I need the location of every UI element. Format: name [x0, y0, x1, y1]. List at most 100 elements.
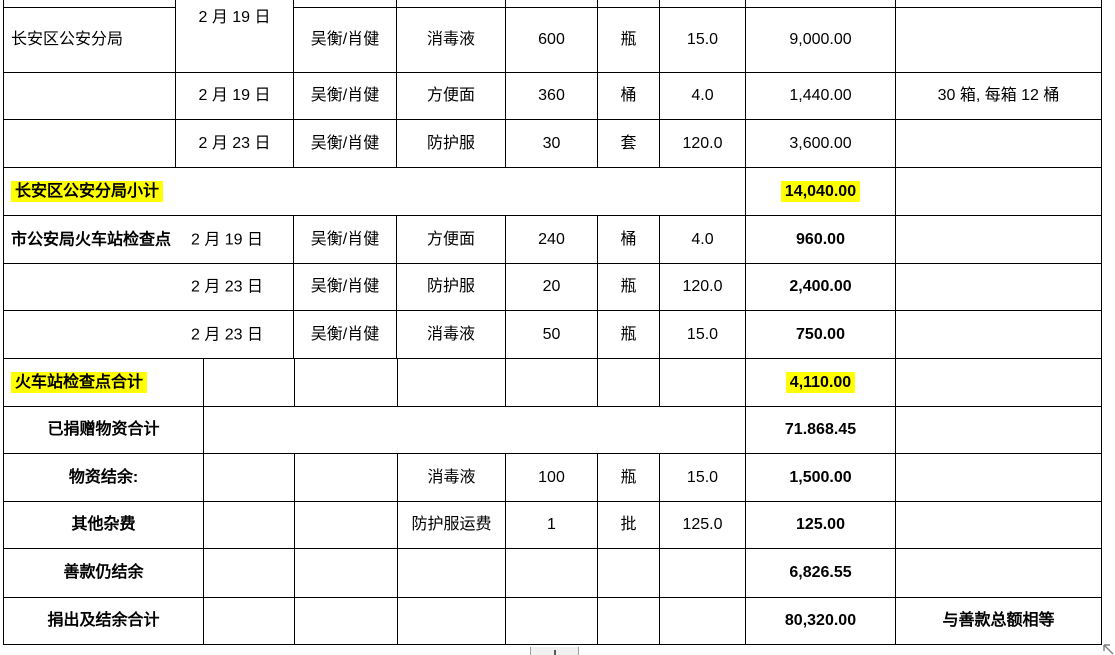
cell-price[interactable]: 120.0 [659, 119, 746, 168]
horizontal-scrollbar-fragment[interactable] [530, 647, 579, 655]
cell-amount[interactable]: 750.00 [745, 310, 896, 359]
cell-amount[interactable]: 2,400.00 [745, 263, 896, 311]
cell-price[interactable]: 120.0 [659, 263, 746, 311]
table-resize-handle-icon[interactable] [1099, 641, 1115, 655]
cell-handler[interactable]: 吴衡/肖健 [293, 310, 397, 359]
cell-qty[interactable]: 100 [505, 453, 598, 502]
cell-unit[interactable]: 桶 [597, 215, 660, 264]
cell-empty[interactable] [203, 453, 295, 502]
cell-amount[interactable]: 80,320.00 [745, 597, 896, 645]
cell-empty[interactable] [505, 358, 598, 407]
cell-empty[interactable] [294, 597, 398, 645]
cell-note[interactable] [895, 7, 1102, 73]
cell-price[interactable]: 15.0 [659, 310, 746, 359]
cell-handler[interactable]: 吴衡/肖健 [293, 72, 397, 120]
cell-item[interactable]: 防护服 [396, 119, 506, 168]
cell-note[interactable] [895, 453, 1102, 502]
cell-empty[interactable] [659, 358, 746, 407]
cell-qty[interactable]: 360 [505, 72, 598, 120]
cell-price[interactable]: 15.0 [659, 7, 746, 73]
cell-price[interactable]: 125.0 [659, 501, 746, 549]
cell-qty[interactable] [505, 548, 598, 598]
cell-empty[interactable] [294, 548, 398, 598]
cell-qty[interactable]: 240 [505, 215, 598, 264]
cell-qty[interactable]: 600 [505, 7, 598, 73]
cell-summary-label[interactable]: 其他杂费 [3, 501, 204, 549]
cell-note[interactable] [895, 548, 1102, 598]
cell-amount[interactable]: 71.868.45 [745, 406, 896, 454]
cell-subtotal-label[interactable]: 长安区公安分局小计 [3, 167, 746, 216]
cell-summary-label[interactable]: 物资结余: [3, 453, 204, 502]
cell-unit[interactable] [597, 597, 660, 645]
cell-price[interactable]: 4.0 [659, 72, 746, 120]
cell-org[interactable] [3, 119, 176, 168]
cell-total-label[interactable]: 火车站检查点合计 [3, 358, 204, 407]
cell-org-date[interactable]: 2 月 23 日 [3, 310, 294, 359]
cell-unit[interactable]: 瓶 [597, 310, 660, 359]
cell-note[interactable] [895, 501, 1102, 549]
cell-price[interactable]: 4.0 [659, 215, 746, 264]
cell-item[interactable]: 防护服 [396, 263, 506, 311]
cell-note[interactable] [895, 167, 1102, 216]
cell-empty[interactable] [203, 597, 295, 645]
cell-note[interactable] [895, 215, 1102, 264]
cell-note[interactable] [895, 310, 1102, 359]
cell-amount[interactable]: 9,000.00 [745, 7, 896, 73]
cell-item[interactable]: 方便面 [396, 72, 506, 120]
cell-price[interactable] [659, 597, 746, 645]
cell-unit[interactable]: 瓶 [597, 263, 660, 311]
cell-handler[interactable]: 吴衡/肖健 [293, 215, 397, 264]
cell-qty[interactable] [505, 597, 598, 645]
cell-item[interactable]: 消毒液 [397, 453, 506, 502]
cell-empty[interactable] [294, 358, 398, 407]
cell-handler[interactable]: 吴衡/肖健 [293, 7, 397, 73]
cell-unit[interactable]: 套 [597, 119, 660, 168]
cell-amount[interactable]: 125.00 [745, 501, 896, 549]
cell-empty[interactable] [203, 501, 295, 549]
cell-unit[interactable]: 瓶 [597, 7, 660, 73]
cell-qty[interactable]: 30 [505, 119, 598, 168]
cell-empty[interactable] [294, 501, 398, 549]
cell-org-date[interactable]: 市公安局火车站检查点 2 月 19 日 [3, 215, 294, 264]
cell-note[interactable] [895, 358, 1102, 407]
cell-handler[interactable]: 吴衡/肖健 [293, 263, 397, 311]
cell-amount[interactable]: 960.00 [745, 215, 896, 264]
cell-qty[interactable]: 20 [505, 263, 598, 311]
cell-grand-label[interactable]: 已捐赠物资合计 [3, 406, 204, 454]
cell-item[interactable] [397, 597, 506, 645]
cell-note[interactable]: 30 箱, 每箱 12 桶 [895, 72, 1102, 120]
cell-org-date[interactable]: 2 月 23 日 [3, 263, 294, 311]
cell-amount[interactable]: 4,110.00 [745, 358, 896, 407]
cell-amount[interactable]: 6,826.55 [745, 548, 896, 598]
cell-empty[interactable] [203, 548, 295, 598]
cell-unit[interactable] [597, 548, 660, 598]
cell-item[interactable]: 消毒液 [396, 310, 506, 359]
cell-note[interactable]: 与善款总额相等 [895, 597, 1102, 645]
cell-summary-label[interactable]: 捐出及结余合计 [3, 597, 204, 645]
cell-amount[interactable]: 1,500.00 [745, 453, 896, 502]
cell-empty[interactable] [597, 358, 660, 407]
cell-empty[interactable] [294, 453, 398, 502]
cell-unit[interactable]: 桶 [597, 72, 660, 120]
cell-amount[interactable]: 14,040.00 [745, 167, 896, 216]
cell-qty[interactable]: 1 [505, 501, 598, 549]
cell-qty[interactable]: 50 [505, 310, 598, 359]
cell-price[interactable]: 15.0 [659, 453, 746, 502]
cell-handler[interactable]: 吴衡/肖健 [293, 119, 397, 168]
cell-amount[interactable]: 3,600.00 [745, 119, 896, 168]
cell-item[interactable]: 消毒液 [396, 7, 506, 73]
cell-note[interactable] [895, 119, 1102, 168]
cell-unit[interactable]: 批 [597, 501, 660, 549]
cell-summary-label[interactable]: 善款仍结余 [3, 548, 204, 598]
cell-note[interactable] [895, 263, 1102, 311]
cell-date[interactable]: 2 月 19 日 [175, 0, 294, 73]
cell-amount[interactable]: 1,440.00 [745, 72, 896, 120]
cell-org[interactable] [3, 72, 176, 120]
cell-org[interactable]: 长安区公安分局 [3, 7, 176, 73]
cell-date[interactable]: 2 月 19 日 [175, 72, 294, 120]
cell-date[interactable]: 2 月 23 日 [175, 119, 294, 168]
cell-price[interactable] [659, 548, 746, 598]
cell-empty[interactable] [397, 358, 506, 407]
cell-merged-empty[interactable] [203, 406, 746, 454]
cell-item[interactable]: 防护服运费 [397, 501, 506, 549]
